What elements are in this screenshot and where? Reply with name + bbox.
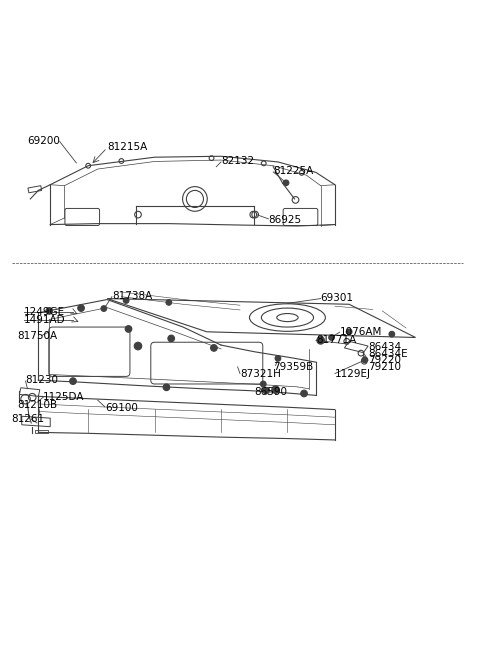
FancyBboxPatch shape: [65, 209, 99, 226]
Circle shape: [319, 338, 323, 342]
Text: 79359B: 79359B: [273, 362, 313, 372]
Circle shape: [329, 335, 335, 340]
Circle shape: [123, 298, 129, 303]
Text: 69200: 69200: [27, 136, 60, 146]
Circle shape: [263, 387, 269, 394]
Circle shape: [301, 390, 307, 397]
Text: 81750A: 81750A: [17, 331, 57, 340]
Text: 87321H: 87321H: [240, 369, 281, 379]
Polygon shape: [22, 417, 50, 426]
Circle shape: [46, 308, 53, 314]
Circle shape: [134, 342, 142, 350]
Text: 69100: 69100: [105, 403, 138, 413]
Circle shape: [261, 381, 266, 387]
Text: 1125DA: 1125DA: [43, 392, 84, 401]
Text: 1249GE: 1249GE: [24, 308, 65, 318]
Polygon shape: [19, 388, 40, 396]
Text: 81230: 81230: [25, 375, 59, 385]
Circle shape: [70, 378, 76, 384]
Text: 81261: 81261: [12, 414, 45, 424]
Circle shape: [211, 344, 217, 351]
Text: 86925: 86925: [268, 215, 301, 225]
Circle shape: [272, 386, 279, 394]
Text: 81215A: 81215A: [107, 142, 147, 152]
FancyBboxPatch shape: [49, 327, 130, 377]
Circle shape: [136, 344, 140, 348]
Circle shape: [163, 384, 170, 390]
FancyBboxPatch shape: [151, 342, 263, 384]
Circle shape: [283, 180, 289, 186]
Text: 86590: 86590: [254, 387, 287, 397]
Text: 86434: 86434: [368, 342, 401, 352]
Text: 79210: 79210: [368, 362, 401, 372]
Circle shape: [274, 388, 277, 392]
Circle shape: [317, 337, 324, 344]
Polygon shape: [107, 298, 416, 337]
Text: 81225A: 81225A: [273, 166, 313, 176]
Text: 86434E: 86434E: [368, 348, 408, 359]
Text: 1076AM: 1076AM: [340, 327, 382, 337]
Text: 81771A: 81771A: [316, 335, 356, 345]
Circle shape: [101, 306, 107, 312]
Circle shape: [346, 329, 352, 335]
Circle shape: [125, 325, 132, 333]
Circle shape: [78, 305, 84, 312]
Polygon shape: [35, 430, 48, 434]
Text: 1491AD: 1491AD: [24, 315, 66, 325]
Circle shape: [168, 335, 175, 342]
Polygon shape: [28, 186, 42, 193]
FancyBboxPatch shape: [283, 209, 318, 226]
Text: 81738A: 81738A: [112, 291, 152, 300]
Circle shape: [166, 300, 172, 305]
Polygon shape: [344, 341, 368, 353]
Circle shape: [275, 356, 281, 361]
Text: 79220: 79220: [368, 356, 401, 365]
Text: 82132: 82132: [221, 156, 254, 166]
Text: 81210B: 81210B: [17, 400, 57, 410]
Text: 69301: 69301: [321, 293, 354, 303]
Circle shape: [389, 331, 395, 337]
Text: 1129EJ: 1129EJ: [335, 369, 371, 379]
Circle shape: [362, 357, 368, 363]
